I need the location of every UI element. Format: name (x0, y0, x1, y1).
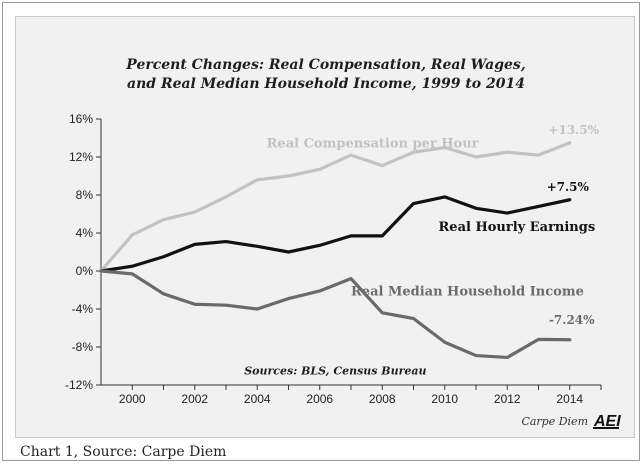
y-tick-label: 16% (69, 112, 93, 126)
chart-panel: Percent Changes: Real Compensation, Real… (15, 16, 635, 438)
x-tick-label: 2008 (369, 392, 396, 406)
series-end-label-2: +7.5% (547, 180, 590, 194)
sources-note: Sources: BLS, Census Bureau (244, 365, 426, 378)
line-chart: Percent Changes: Real Compensation, Real… (65, 57, 621, 430)
y-tick-label: -12% (65, 378, 93, 392)
x-tick-label: 2006 (306, 392, 333, 406)
y-tick-label: -8% (72, 340, 94, 354)
chart-title-line-2: and Real Median Household Income, 1999 t… (127, 76, 525, 92)
figure-frame: Percent Changes: Real Compensation, Real… (2, 2, 640, 461)
y-tick-label: 8% (76, 188, 94, 202)
x-tick-label: 2012 (494, 392, 521, 406)
series-line-2 (99, 195, 572, 273)
y-tick-label: -4% (72, 302, 94, 316)
series-end-label-1: +13.5% (548, 123, 599, 137)
figure-caption: Chart 1, Source: Carpe Diem (20, 444, 227, 460)
series-label-3: Real Median Household Income (351, 285, 584, 300)
x-tick-label: 2004 (244, 392, 271, 406)
series-line-1 (99, 141, 572, 273)
x-tick-label: 2014 (556, 392, 583, 406)
y-tick-label: 12% (69, 150, 93, 164)
y-tick-label: 4% (76, 226, 94, 240)
series-label-2: Real Hourly Earnings (439, 220, 596, 235)
credit-text: Carpe Diem (521, 415, 588, 428)
x-tick-label: 2000 (119, 392, 146, 406)
chart-title-line-1: Percent Changes: Real Compensation, Real… (125, 57, 525, 73)
series-line-3 (99, 269, 572, 360)
aei-logo: AEI (593, 413, 621, 430)
x-tick-label: 2010 (431, 392, 458, 406)
series-end-label-3: -7.24% (549, 313, 595, 327)
y-tick-label: 0% (76, 264, 94, 278)
x-tick-label: 2002 (181, 392, 208, 406)
series-label-1: Real Compensation per Hour (267, 137, 479, 152)
